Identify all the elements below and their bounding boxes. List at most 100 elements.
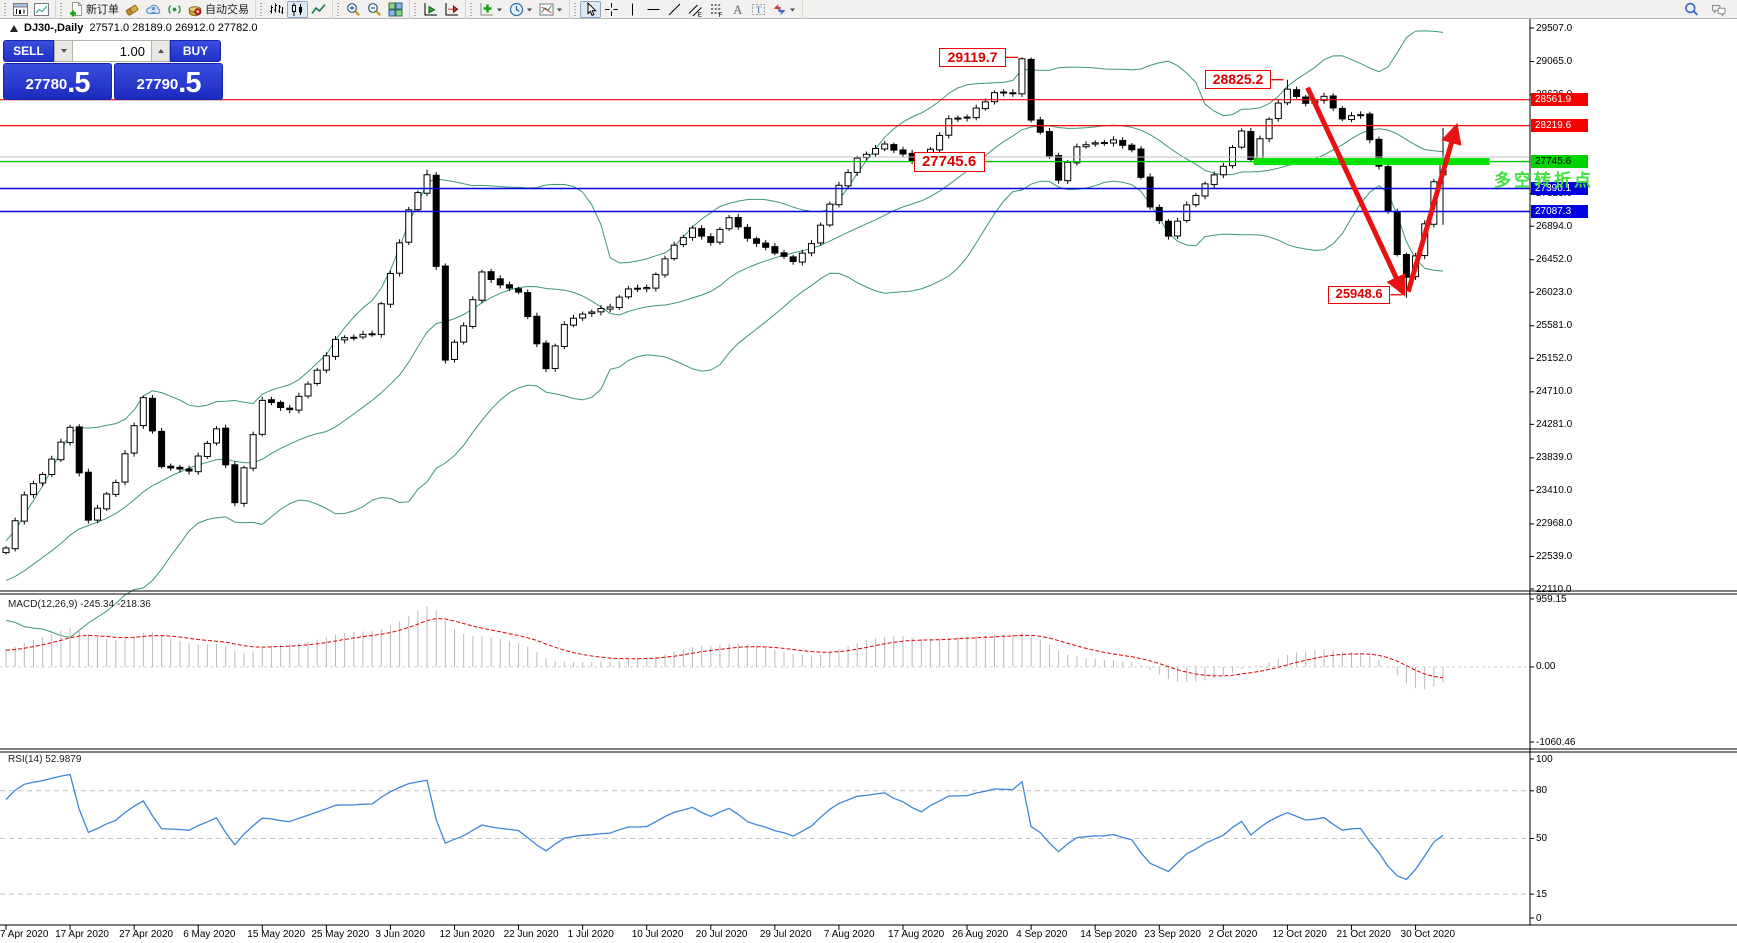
tick-chart-button[interactable] (31, 1, 52, 18)
bear-candle (771, 246, 779, 254)
chevron-down-icon (527, 8, 532, 11)
volume-decrease-button[interactable] (54, 40, 73, 62)
candlestick-chart-button[interactable] (287, 0, 308, 18)
equidistant-channel-button[interactable]: E (685, 1, 706, 18)
eraser-button[interactable] (122, 1, 143, 18)
buy-price-main: 27790 (136, 76, 179, 93)
trend-arrow[interactable] (1405, 122, 1462, 293)
bear-candle (176, 466, 184, 470)
toolbar-drag-handle[interactable] (469, 2, 474, 16)
vertical-line-icon (632, 3, 633, 15)
chevron-down-icon (557, 8, 562, 11)
toolbar-drag-handle[interactable] (573, 2, 578, 16)
templates-button[interactable] (536, 1, 566, 18)
volume-increase-button[interactable] (151, 40, 170, 62)
chat-button[interactable] (1708, 1, 1729, 18)
macd-axis-label: 959.15 (1536, 593, 1567, 605)
bear-candle (185, 468, 193, 472)
bull-candle (48, 458, 56, 475)
tile-windows-button[interactable] (385, 1, 406, 18)
bull-candle (1018, 58, 1026, 95)
sell-price-fraction: .5 (67, 67, 90, 99)
bull-candle (615, 296, 623, 309)
bear-candle (1000, 91, 1008, 94)
cursor-button[interactable] (580, 0, 601, 18)
bear-candle (707, 236, 715, 243)
price-axis-label: 25581.0 (1536, 320, 1573, 332)
trend-arrow[interactable] (1305, 86, 1406, 297)
zoom-out-button[interactable] (364, 1, 385, 18)
sell-price-display[interactable]: 27780.5 (3, 63, 112, 100)
bull-candle (1347, 115, 1355, 121)
bull-candle (716, 228, 724, 243)
fibonacci-button[interactable]: F (706, 1, 727, 18)
search-button[interactable] (1681, 1, 1702, 18)
bear-candle (441, 265, 449, 361)
new-order-button[interactable]: 新订单 (66, 1, 122, 18)
bollinger-band-line (5, 30, 1444, 542)
price-callout[interactable]: 27745.6 (913, 151, 985, 172)
date-label: 27 Apr 2020 (119, 929, 174, 940)
date-label: 15 May 2020 (247, 929, 306, 940)
bear-candle (789, 256, 797, 263)
date-label: 17 Aug 2020 (887, 929, 945, 940)
bull-candle (1201, 183, 1209, 197)
bear-candle (524, 292, 532, 318)
toolbar-drag-handle[interactable] (3, 2, 8, 16)
crosshair-button[interactable] (601, 1, 622, 18)
toolbar-drag-handle[interactable] (413, 2, 418, 16)
auto-trading-button[interactable]: 自动交易 (185, 1, 252, 18)
publisher-icon (146, 4, 161, 14)
bear-candle (75, 426, 83, 474)
toolbar-drag-handle[interactable] (336, 2, 341, 16)
toolbar-drag-handle[interactable] (259, 2, 264, 16)
bear-candle (1247, 130, 1255, 161)
buy-button[interactable]: BUY (170, 40, 221, 62)
text-button[interactable]: A (727, 1, 748, 18)
bull-candle (414, 192, 422, 211)
price-tag: 27745.6 (1531, 155, 1588, 169)
signal-button[interactable] (164, 1, 185, 18)
auto-scroll-button[interactable] (420, 1, 441, 18)
arrows-button[interactable] (769, 1, 799, 18)
chart-shift-icon (445, 2, 459, 15)
bear-candle (158, 430, 166, 468)
date-label: 6 May 2020 (183, 929, 236, 940)
publisher-button[interactable] (143, 1, 164, 18)
price-axis-label: 26452.0 (1536, 254, 1573, 266)
price-axis-label: 22539.0 (1536, 550, 1573, 562)
collapse-chart-arrow[interactable] (10, 24, 18, 32)
bull-candle (881, 143, 889, 150)
trendline-button[interactable] (664, 1, 685, 18)
price-callout[interactable]: 28825.2 (1204, 70, 1272, 90)
zoom-in-button[interactable] (343, 1, 364, 18)
volume-input[interactable] (73, 40, 151, 62)
date-label: 23 Sep 2020 (1144, 929, 1201, 940)
bear-candle (167, 465, 175, 469)
buy-price-display[interactable]: 27790.5 (114, 63, 223, 100)
periods-button[interactable] (506, 1, 536, 18)
bull-candle (57, 441, 65, 461)
chart-window-button[interactable] (10, 1, 31, 18)
date-label: 14 Sep 2020 (1080, 929, 1137, 940)
bar-chart-button[interactable] (266, 1, 287, 18)
bear-candle (505, 284, 513, 289)
price-callout[interactable]: 29119.7 (939, 47, 1006, 67)
bear-candle (487, 271, 495, 280)
support-zone-bar[interactable] (1253, 158, 1490, 166)
text-label-icon: T (752, 3, 765, 16)
price-callout[interactable]: 25948.6 (1327, 285, 1391, 304)
sell-button[interactable]: SELL (3, 40, 54, 62)
indicators-button[interactable] (476, 1, 506, 18)
chart-shift-button[interactable] (441, 1, 462, 18)
toolbar-drag-handle[interactable] (59, 2, 64, 16)
text-label-button[interactable]: T (748, 1, 769, 18)
bear-candle (542, 342, 550, 370)
horizontal-line-button[interactable] (643, 1, 664, 18)
bull-candle (963, 116, 971, 119)
tick-chart-icon (34, 2, 49, 16)
bull-candle (341, 337, 349, 341)
line-chart-button[interactable] (308, 1, 329, 18)
vertical-line-button[interactable] (622, 1, 643, 18)
